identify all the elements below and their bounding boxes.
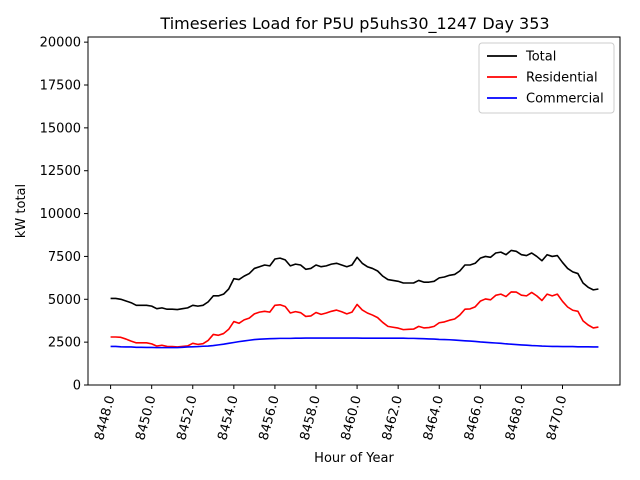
y-tick-label: 17500: [40, 79, 81, 94]
y-tick-label: 10000: [40, 207, 81, 222]
legend-label-total: Total: [525, 50, 556, 65]
series-line-residential: [110, 291, 599, 348]
y-axis-label: kW total: [14, 184, 29, 238]
y-axis: 0 2500 5000 7500 10000 12500 15000 17500 20000: [40, 36, 88, 394]
y-tick-label: 12500: [40, 164, 81, 179]
legend: Total Residential Commercial: [478, 42, 615, 114]
y-tick-label: 2500: [48, 336, 81, 351]
y-tick-label: 7500: [48, 250, 81, 265]
x-axis-label: Hour of Year: [314, 451, 394, 466]
y-tick-label: 15000: [40, 121, 81, 136]
legend-label-residential: Residential: [526, 71, 598, 86]
series-line-total: [110, 249, 599, 311]
legend-box: [478, 42, 615, 114]
legend-label-commercial: Commercial: [526, 92, 604, 107]
y-tick-label: 5000: [48, 293, 81, 308]
plot-frame: [87, 36, 621, 386]
series-layer: [110, 249, 599, 349]
y-tick-label: 20000: [40, 36, 81, 51]
chart-title: Timeseries Load for P5U p5uhs30_1247 Day…: [159, 14, 549, 34]
y-tick-label: 0: [73, 379, 81, 394]
series-line-commercial: [110, 337, 599, 349]
